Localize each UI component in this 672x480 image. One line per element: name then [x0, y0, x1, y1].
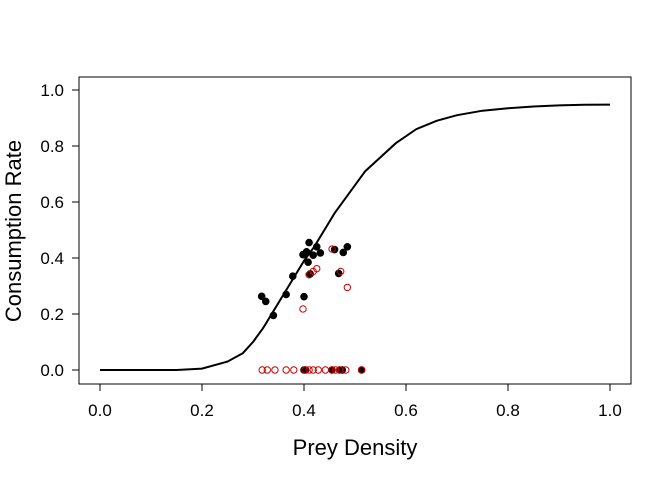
- filled-data-point: [257, 292, 266, 301]
- y-tick-label: 0.4: [40, 249, 64, 268]
- y-axis: 0.0 0.2 0.4 0.6 0.8 1.0: [40, 81, 80, 380]
- filled-data-point: [288, 272, 297, 281]
- filled-data-point: [305, 238, 313, 247]
- open-data-point: [342, 366, 350, 374]
- x-tick-label: 0.2: [190, 401, 214, 420]
- open-data-point: [299, 305, 307, 313]
- open-data-point: [305, 366, 313, 374]
- y-tick-label: 0.2: [40, 305, 64, 324]
- open-data-point: [258, 366, 266, 374]
- filled-data-point: [316, 249, 325, 257]
- open-data-point: [290, 366, 298, 374]
- open-data-point: [309, 366, 317, 374]
- y-tick-label: 0.0: [40, 361, 64, 380]
- open-data-point: [328, 245, 336, 253]
- data-points: [257, 238, 366, 374]
- x-axis: 0.0 0.2 0.4 0.6 0.8 1.0: [88, 383, 622, 420]
- open-data-point: [301, 366, 309, 374]
- open-data-point: [263, 366, 271, 374]
- filled-data-point: [282, 290, 290, 299]
- filled-data-point: [330, 245, 339, 254]
- y-tick-label: 1.0: [40, 81, 64, 100]
- open-data-point: [343, 283, 352, 292]
- filled-data-point: [304, 258, 312, 267]
- y-axis-title: Consumption Rate: [1, 140, 26, 322]
- filled-data-point: [312, 243, 321, 251]
- y-tick-label: 0.6: [40, 193, 64, 212]
- open-data-point: [328, 366, 336, 374]
- x-tick-label: 0.4: [292, 401, 316, 420]
- x-tick-label: 0.8: [496, 401, 520, 420]
- x-tick-label: 0.0: [88, 401, 112, 420]
- filled-data-point: [343, 243, 352, 251]
- open-data-point: [282, 366, 290, 374]
- fitted-curve: [100, 103, 611, 371]
- plot-frame: [78, 76, 632, 385]
- open-data-point: [313, 264, 321, 273]
- filled-data-point: [339, 248, 348, 257]
- filled-data-point: [300, 292, 308, 301]
- y-tick-label: 0.8: [40, 137, 64, 156]
- open-data-point: [321, 366, 330, 374]
- x-tick-label: 0.6: [394, 401, 418, 420]
- open-data-point: [337, 267, 345, 276]
- open-data-point: [331, 366, 340, 374]
- filled-data-point: [309, 251, 317, 259]
- x-tick-label: 1.0: [598, 401, 622, 420]
- open-data-point: [314, 366, 322, 374]
- x-axis-title: Prey Density: [293, 435, 418, 460]
- filled-data-point: [302, 248, 311, 256]
- open-data-point: [357, 366, 366, 374]
- open-data-point: [271, 366, 279, 374]
- filled-data-point: [261, 297, 270, 306]
- filled-data-point: [269, 311, 278, 320]
